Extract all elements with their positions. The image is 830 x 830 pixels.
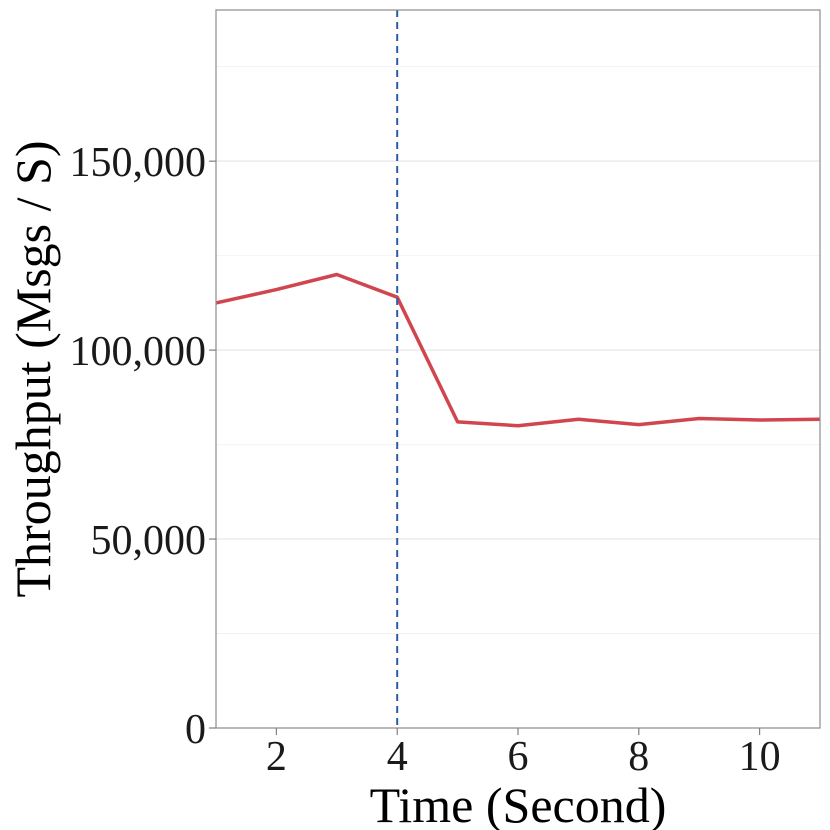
y-tick-label: 100,000 — [70, 329, 207, 375]
x-tick-label: 4 — [387, 734, 408, 780]
x-tick-label: 8 — [628, 734, 649, 780]
x-tick-label: 2 — [266, 734, 287, 780]
x-axis-title: Time (Second) — [370, 777, 667, 830]
x-tick-label: 6 — [508, 734, 529, 780]
gridlines — [216, 66, 820, 635]
y-tick-label: 0 — [185, 707, 206, 753]
y-axis-title: Throughput (Msgs / S) — [5, 141, 61, 598]
plot-panel-border — [215, 9, 821, 729]
series-line — [215, 272, 821, 428]
y-tick-label: 150,000 — [70, 140, 207, 186]
plot-marks — [215, 10, 821, 728]
axes: 0 50,000 100,000 150,000 2 4 6 8 10 — [70, 140, 781, 780]
x-tick-label: 10 — [739, 734, 781, 780]
y-tick-label: 50,000 — [91, 518, 207, 564]
